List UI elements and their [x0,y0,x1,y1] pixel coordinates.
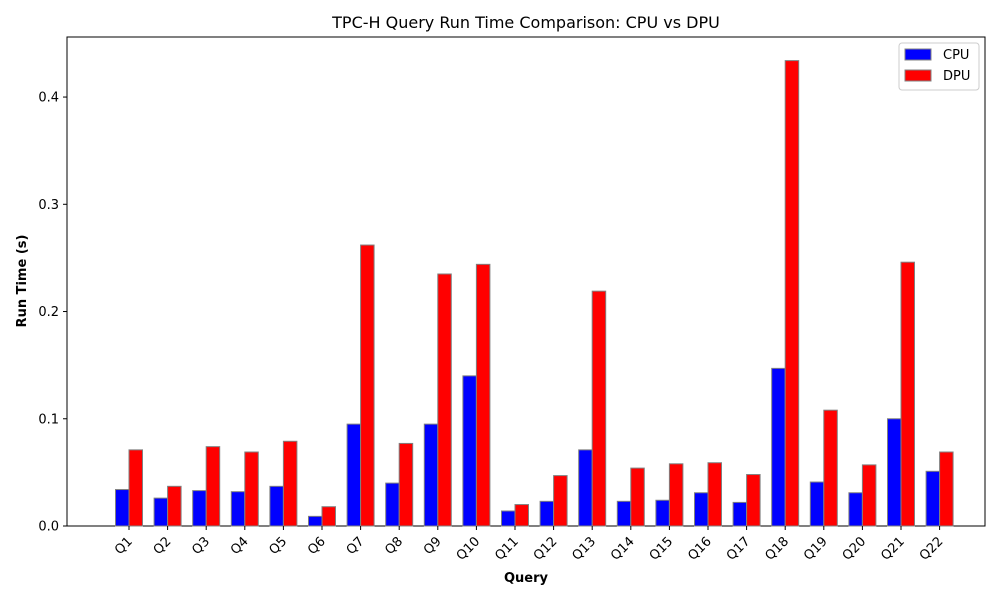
legend-swatch-dpu [904,69,932,82]
x-tick-label: Q13 [569,534,599,564]
bar-dpu-q2 [167,485,182,527]
bar-cpu-q15 [655,499,670,527]
bar-cpu-q12 [539,500,555,527]
x-tick-label: Q3 [189,534,213,558]
bar-dpu-q16 [707,462,722,527]
x-tick-label: Q21 [878,534,908,564]
x-tick-label: Q18 [762,534,792,564]
x-tick-label: Q20 [840,534,870,564]
x-tick-label: Q16 [685,534,715,564]
bar-dpu-q9 [437,273,452,527]
bar-dpu-q11 [514,504,529,527]
bar-dpu-q18 [784,60,800,527]
x-tick-label: Q6 [305,534,329,558]
x-tick-label: Q7 [344,534,368,558]
y-tick-label: 0.1 [38,412,59,427]
y-axis: 0.0 0.1 0.2 0.3 0.4 [38,91,67,535]
x-tick-label: Q11 [492,534,522,564]
bar-dpu-q1 [128,449,143,527]
bar-cpu-q2 [153,497,169,527]
bar-dpu-q10 [475,263,491,527]
bar-dpu-q4 [244,451,259,527]
bar-cpu-q22 [925,470,941,527]
x-tick-label: Q17 [724,534,754,564]
bar-dpu-q19 [823,409,838,527]
bars-group [115,60,954,527]
bar-cpu-q3 [192,490,207,527]
bar-cpu-q9 [423,423,439,527]
x-tick-label: Q1 [112,534,136,558]
legend: CPU DPU [898,42,980,91]
legend-label-cpu: CPU [943,48,969,63]
bar-cpu-q18 [771,367,786,527]
bar-cpu-q20 [848,492,863,527]
bar-cpu-q7 [346,423,362,527]
x-tick-label: Q5 [267,534,291,558]
bar-dpu-q5 [282,440,298,527]
bar-cpu-q8 [385,482,400,527]
bar-cpu-q21 [887,418,902,527]
bar-dpu-q6 [321,506,336,527]
plot-area [66,36,986,527]
bar-cpu-q1 [115,489,130,527]
legend-swatch-cpu [904,48,932,61]
x-tick-label: Q22 [917,534,947,564]
bar-dpu-q17 [746,474,761,527]
bar-cpu-q5 [269,485,284,527]
x-axis: Q1 Q2 Q3 Q4 Q5 Q6 Q7 Q8 Q9 Q10 Q11 Q12 Q13 Q14 Q15 Q16 Q… [112,526,946,564]
x-tick-label: Q19 [801,534,831,564]
bar-cpu-q14 [616,500,632,527]
x-tick-label: Q8 [382,534,406,558]
bar-dpu-q14 [630,467,645,527]
bar-dpu-q12 [553,475,568,527]
bar-dpu-q21 [900,261,915,527]
bar-dpu-q20 [861,464,877,527]
y-tick-label: 0.4 [38,91,59,106]
bar-cpu-q4 [230,491,246,527]
x-tick-label: Q2 [151,534,175,558]
y-axis-label: Run Time (s) [15,235,30,328]
bar-cpu-q19 [809,481,825,527]
bar-dpu-q7 [360,244,375,527]
bar-dpu-q15 [668,463,684,527]
bar-cpu-q10 [462,375,477,527]
bar-cpu-q16 [694,492,709,527]
x-tick-label: Q15 [647,534,677,564]
y-tick-label: 0.2 [38,305,59,320]
bar-cpu-q17 [732,501,748,527]
bar-dpu-q13 [591,290,607,527]
x-tick-label: Q14 [608,534,638,564]
chart-title: TPC-H Query Run Time Comparison: CPU vs … [331,13,720,32]
bar-cpu-q13 [578,449,593,527]
bar-dpu-q8 [398,442,414,527]
bar-cpu-q6 [308,515,323,527]
bar-dpu-q3 [205,446,221,527]
bar-dpu-q22 [939,451,954,527]
x-axis-label: Query [504,571,549,586]
y-tick-label: 0.0 [38,520,59,535]
x-tick-label: Q9 [421,534,445,558]
x-tick-label: Q10 [454,534,484,564]
legend-label-dpu: DPU [943,69,970,84]
bar-cpu-q11 [501,510,516,527]
x-tick-label: Q4 [228,534,252,558]
x-tick-label: Q12 [531,534,561,564]
y-tick-label: 0.3 [38,198,59,213]
